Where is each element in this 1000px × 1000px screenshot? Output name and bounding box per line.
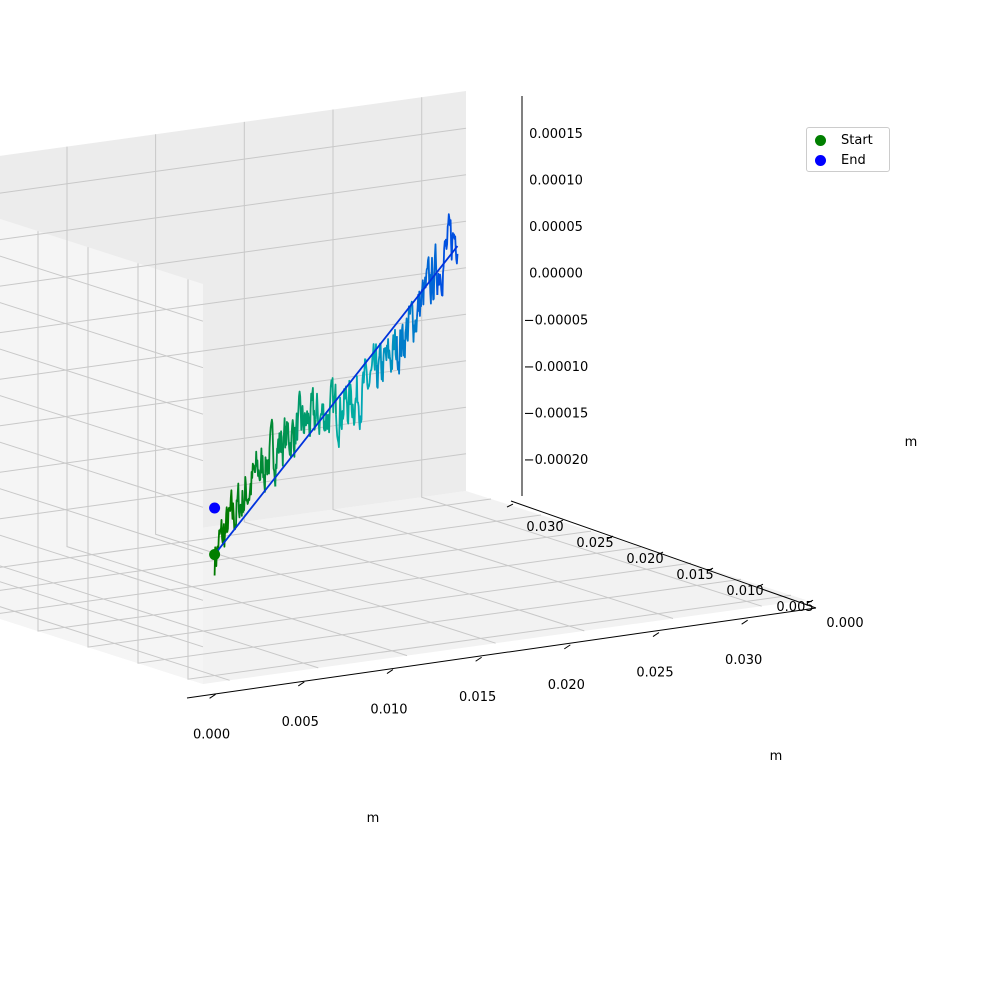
tick-labels: 0.000 0.005 0.010 0.015 0.020 0.025 0.030 0.000… (193, 127, 864, 742)
trajectory-segment (314, 377, 337, 436)
x-tick-label: 0.005 (282, 715, 319, 730)
y-tick-mark (656, 551, 664, 556)
trajectory-segment (416, 243, 439, 317)
y-tick-mark (556, 519, 564, 524)
y-tick-mark (606, 535, 614, 540)
z-grid-line (0, 174, 467, 369)
z-tick-label: −0.00015 (524, 406, 589, 421)
x-tick-mark (652, 632, 660, 637)
z-tick-label: 0.00000 (529, 267, 583, 282)
z-tick-label: −0.00020 (524, 453, 589, 468)
z-grid-line (0, 127, 467, 322)
legend-item-start: Start (815, 131, 873, 149)
x-grid-line (0, 565, 319, 669)
y-grid-line (0, 530, 592, 614)
x-grid-line (332, 109, 674, 619)
x-axis-line (186, 607, 817, 699)
x-grid-line (66, 146, 408, 657)
trajectory-segment (436, 213, 459, 297)
z-grid-line (0, 406, 467, 601)
legend-label-start: Start (841, 132, 873, 148)
z-grid-line (0, 267, 467, 462)
y-grid-line (137, 263, 742, 664)
start-marker (209, 549, 221, 561)
trajectory-segment (335, 379, 357, 449)
x-tick-label: 0.025 (636, 666, 673, 681)
axis-lines (186, 96, 817, 699)
y-grid-line (0, 498, 492, 568)
point-markers (209, 502, 221, 561)
y-tick-label: 0.020 (626, 552, 663, 567)
x-tick-label: 0.010 (370, 703, 407, 718)
trajectory-segment (233, 462, 256, 531)
closing-line (213, 245, 459, 556)
y-axis-line (510, 500, 817, 609)
legend-item-end: End (815, 151, 866, 169)
y-tick-mark (806, 599, 814, 604)
y-grid-line (37, 231, 642, 632)
y-tick-mark (756, 583, 764, 588)
z-tick-label: 0.00005 (529, 220, 583, 235)
z-axis-label: m (905, 435, 918, 450)
trajectory-segment (395, 300, 418, 375)
x-grid-line (243, 121, 585, 632)
z-grid-line (0, 360, 467, 555)
x-tick-mark (741, 619, 748, 625)
y-tick-label: 0.010 (726, 584, 763, 599)
x-grid-line (155, 134, 496, 644)
z-tick-label: 0.00015 (529, 127, 583, 142)
end-marker-icon (815, 154, 826, 166)
grid-lines (0, 97, 792, 681)
x-tick-label: 0.030 (725, 653, 762, 668)
x-grid-line (0, 606, 230, 681)
start-marker-icon (815, 134, 826, 146)
x-axis-label: m (367, 811, 380, 826)
legend: Start End (806, 127, 890, 172)
legend-label-end: End (841, 152, 866, 168)
y-tick-mark (506, 503, 514, 508)
y-axis-label: m (770, 749, 783, 764)
y-grid-line (87, 247, 692, 648)
y-tick-label: 0.000 (826, 616, 863, 631)
y-grid-line (187, 279, 792, 680)
z-tick-label: 0.00010 (529, 174, 583, 189)
x-grid-line (421, 97, 762, 607)
trajectory-segment (274, 417, 297, 487)
x-tick-mark (209, 693, 216, 699)
trajectory-segment (254, 418, 277, 493)
z-tick-label: −0.00010 (524, 360, 589, 375)
x-tick-label: 0.000 (193, 727, 230, 742)
y-tick-label: 0.030 (526, 520, 563, 535)
x-tick-mark (564, 644, 571, 650)
y-grid-line (0, 514, 542, 591)
z-grid-line (0, 220, 467, 415)
x-tick-mark (386, 669, 394, 675)
x-tick-label: 0.020 (548, 678, 585, 693)
left-pane (0, 218, 203, 684)
z-grid-line (0, 313, 467, 508)
y-tick-mark (706, 567, 714, 572)
x-tick-mark (298, 681, 305, 687)
y-tick-label: 0.005 (776, 600, 813, 615)
trajectory-segment (355, 343, 378, 431)
trajectory-segment (294, 386, 317, 445)
z-tick-label: −0.00005 (524, 313, 589, 328)
y-tick-label: 0.015 (676, 568, 713, 583)
y-tick-label: 0.025 (576, 536, 613, 551)
x-tick-mark (475, 656, 482, 662)
end-marker (209, 502, 221, 514)
x-tick-label: 0.015 (459, 690, 496, 705)
